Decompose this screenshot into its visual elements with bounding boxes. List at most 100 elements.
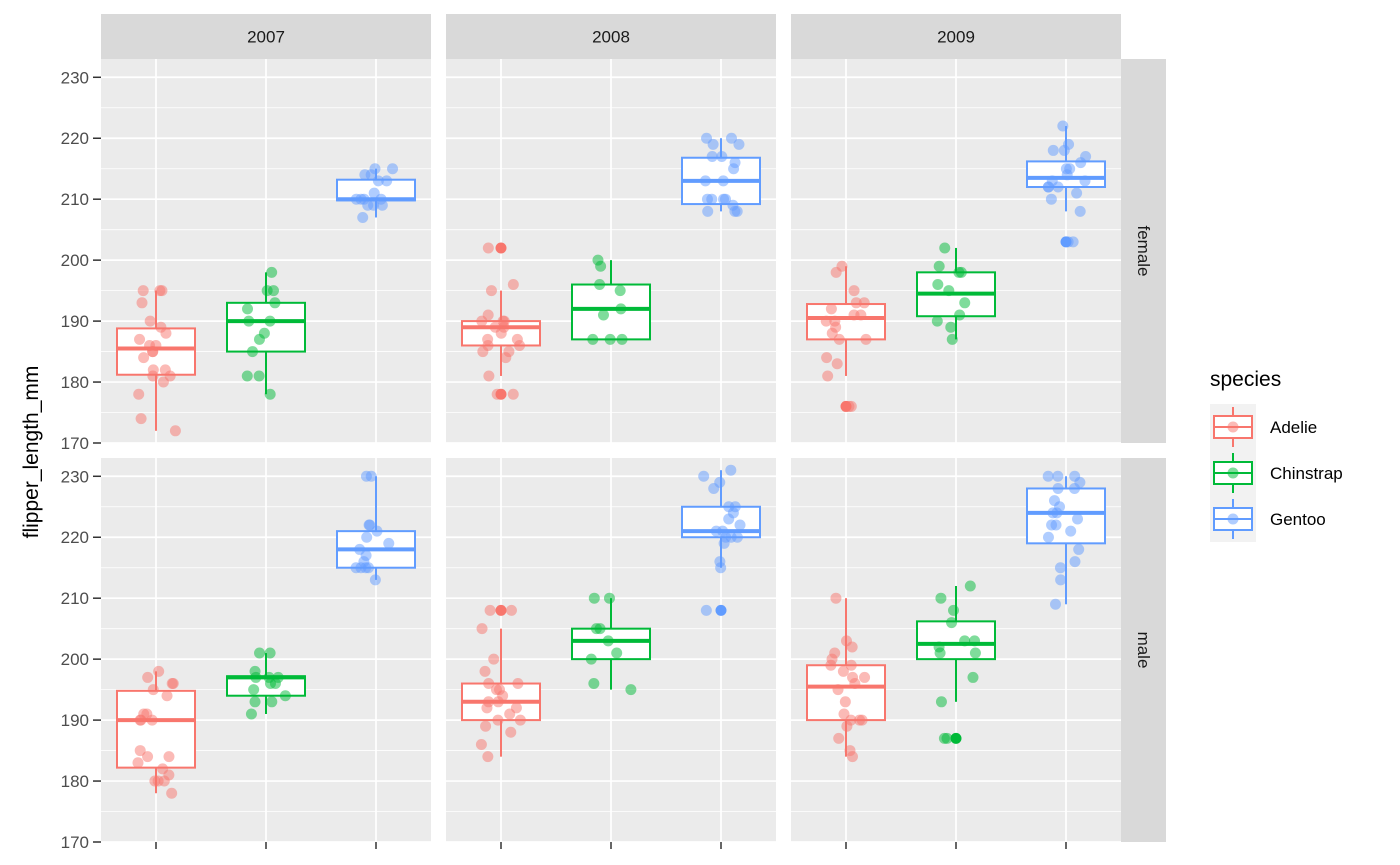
data-point xyxy=(822,370,834,382)
outlier-point xyxy=(495,242,507,254)
box-body xyxy=(116,689,196,769)
data-point xyxy=(715,562,727,574)
data-point xyxy=(361,531,373,543)
data-point xyxy=(706,193,718,205)
data-point xyxy=(137,285,149,297)
box-body xyxy=(571,627,651,661)
data-point xyxy=(1052,181,1064,193)
data-point xyxy=(969,635,981,647)
data-point xyxy=(611,647,623,659)
data-point xyxy=(845,659,857,671)
data-point xyxy=(1061,169,1073,181)
data-point xyxy=(481,702,493,714)
strips-layer: 2007 2008 2009 female male xyxy=(101,14,1166,842)
data-point xyxy=(243,315,255,327)
data-point xyxy=(495,327,507,339)
data-point xyxy=(135,413,147,425)
data-point xyxy=(1058,144,1070,156)
data-point xyxy=(841,720,853,732)
data-point xyxy=(1047,144,1059,156)
data-point xyxy=(138,352,150,364)
box-gentoo xyxy=(681,464,761,616)
data-point xyxy=(935,592,947,604)
data-point xyxy=(1045,193,1057,205)
data-point xyxy=(134,714,146,726)
data-point xyxy=(134,333,146,345)
legend-key-point xyxy=(1227,513,1239,525)
data-point xyxy=(820,315,832,327)
data-point xyxy=(1069,482,1081,494)
data-point xyxy=(250,671,262,683)
legend-item-gentoo: Gentoo xyxy=(1210,496,1326,542)
data-point xyxy=(488,653,500,665)
data-point xyxy=(369,574,381,586)
strip-background xyxy=(791,14,1121,59)
strip-2008: 2008 xyxy=(446,14,776,59)
data-point xyxy=(383,537,395,549)
legend-key-point xyxy=(1227,467,1239,479)
y-tick-label: 180 xyxy=(61,373,89,392)
data-point xyxy=(142,751,154,763)
data-point xyxy=(1054,562,1066,574)
legend-item-adelie: Adelie xyxy=(1210,404,1317,450)
data-point xyxy=(387,163,399,175)
box-gentoo xyxy=(336,163,416,223)
data-point xyxy=(734,519,746,531)
data-point xyxy=(837,665,849,677)
strip-2007: 2007 xyxy=(101,14,431,59)
data-point xyxy=(590,623,602,635)
panel-2009-female xyxy=(791,59,1121,444)
data-point xyxy=(505,726,517,738)
data-point xyxy=(954,309,966,321)
strip-background xyxy=(1121,458,1166,842)
data-point xyxy=(948,604,960,616)
data-point xyxy=(476,623,488,635)
legend-label: Chinstrap xyxy=(1270,464,1343,483)
data-point xyxy=(147,370,159,382)
strip-label: male xyxy=(1134,632,1153,669)
data-point xyxy=(479,665,491,677)
data-point xyxy=(615,303,627,315)
box-chinstrap xyxy=(916,242,996,345)
data-point xyxy=(154,285,166,297)
data-point xyxy=(832,684,844,696)
box-gentoo xyxy=(1026,120,1106,248)
data-point xyxy=(264,315,276,327)
data-point xyxy=(350,562,362,574)
box-chinstrap xyxy=(916,580,996,744)
data-point xyxy=(507,279,519,291)
data-point xyxy=(833,732,845,744)
data-point xyxy=(830,266,842,278)
legend-label: Adelie xyxy=(1270,418,1317,437)
y-tick-label: 230 xyxy=(61,467,89,486)
data-point xyxy=(845,400,857,412)
data-point xyxy=(614,285,626,297)
data-point xyxy=(484,604,496,616)
data-point xyxy=(163,751,175,763)
y-tick-label: 200 xyxy=(61,251,89,270)
y-tick-label: 200 xyxy=(61,650,89,669)
y-tick-label: 210 xyxy=(61,589,89,608)
data-point xyxy=(594,279,606,291)
data-point xyxy=(146,714,158,726)
data-point xyxy=(1075,157,1087,169)
data-point xyxy=(1055,574,1067,586)
data-point xyxy=(372,175,384,187)
data-point xyxy=(859,671,871,683)
data-point xyxy=(152,775,164,787)
data-point xyxy=(1072,513,1084,525)
data-point xyxy=(723,513,735,525)
data-point xyxy=(157,376,169,388)
box-body xyxy=(1026,487,1106,545)
data-point xyxy=(700,604,712,616)
data-point xyxy=(249,696,261,708)
data-point xyxy=(480,720,492,732)
data-point xyxy=(846,751,858,763)
data-point xyxy=(266,696,278,708)
data-point xyxy=(849,678,861,690)
data-point xyxy=(1042,181,1054,193)
data-point xyxy=(381,175,393,187)
data-point xyxy=(132,757,144,769)
data-point xyxy=(1074,205,1086,217)
data-point xyxy=(153,665,165,677)
